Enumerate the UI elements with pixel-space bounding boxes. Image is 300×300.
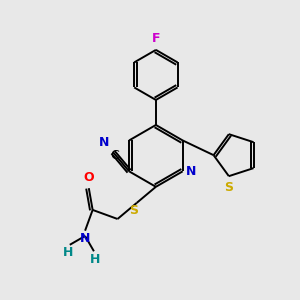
Text: S: S — [224, 182, 233, 194]
Text: C: C — [110, 149, 119, 162]
Text: H: H — [63, 246, 74, 259]
Text: N: N — [99, 136, 110, 148]
Text: S: S — [129, 204, 138, 218]
Text: O: O — [83, 171, 94, 184]
Text: N: N — [186, 165, 197, 178]
Text: F: F — [152, 32, 160, 46]
Text: N: N — [80, 232, 90, 245]
Text: H: H — [90, 253, 100, 266]
